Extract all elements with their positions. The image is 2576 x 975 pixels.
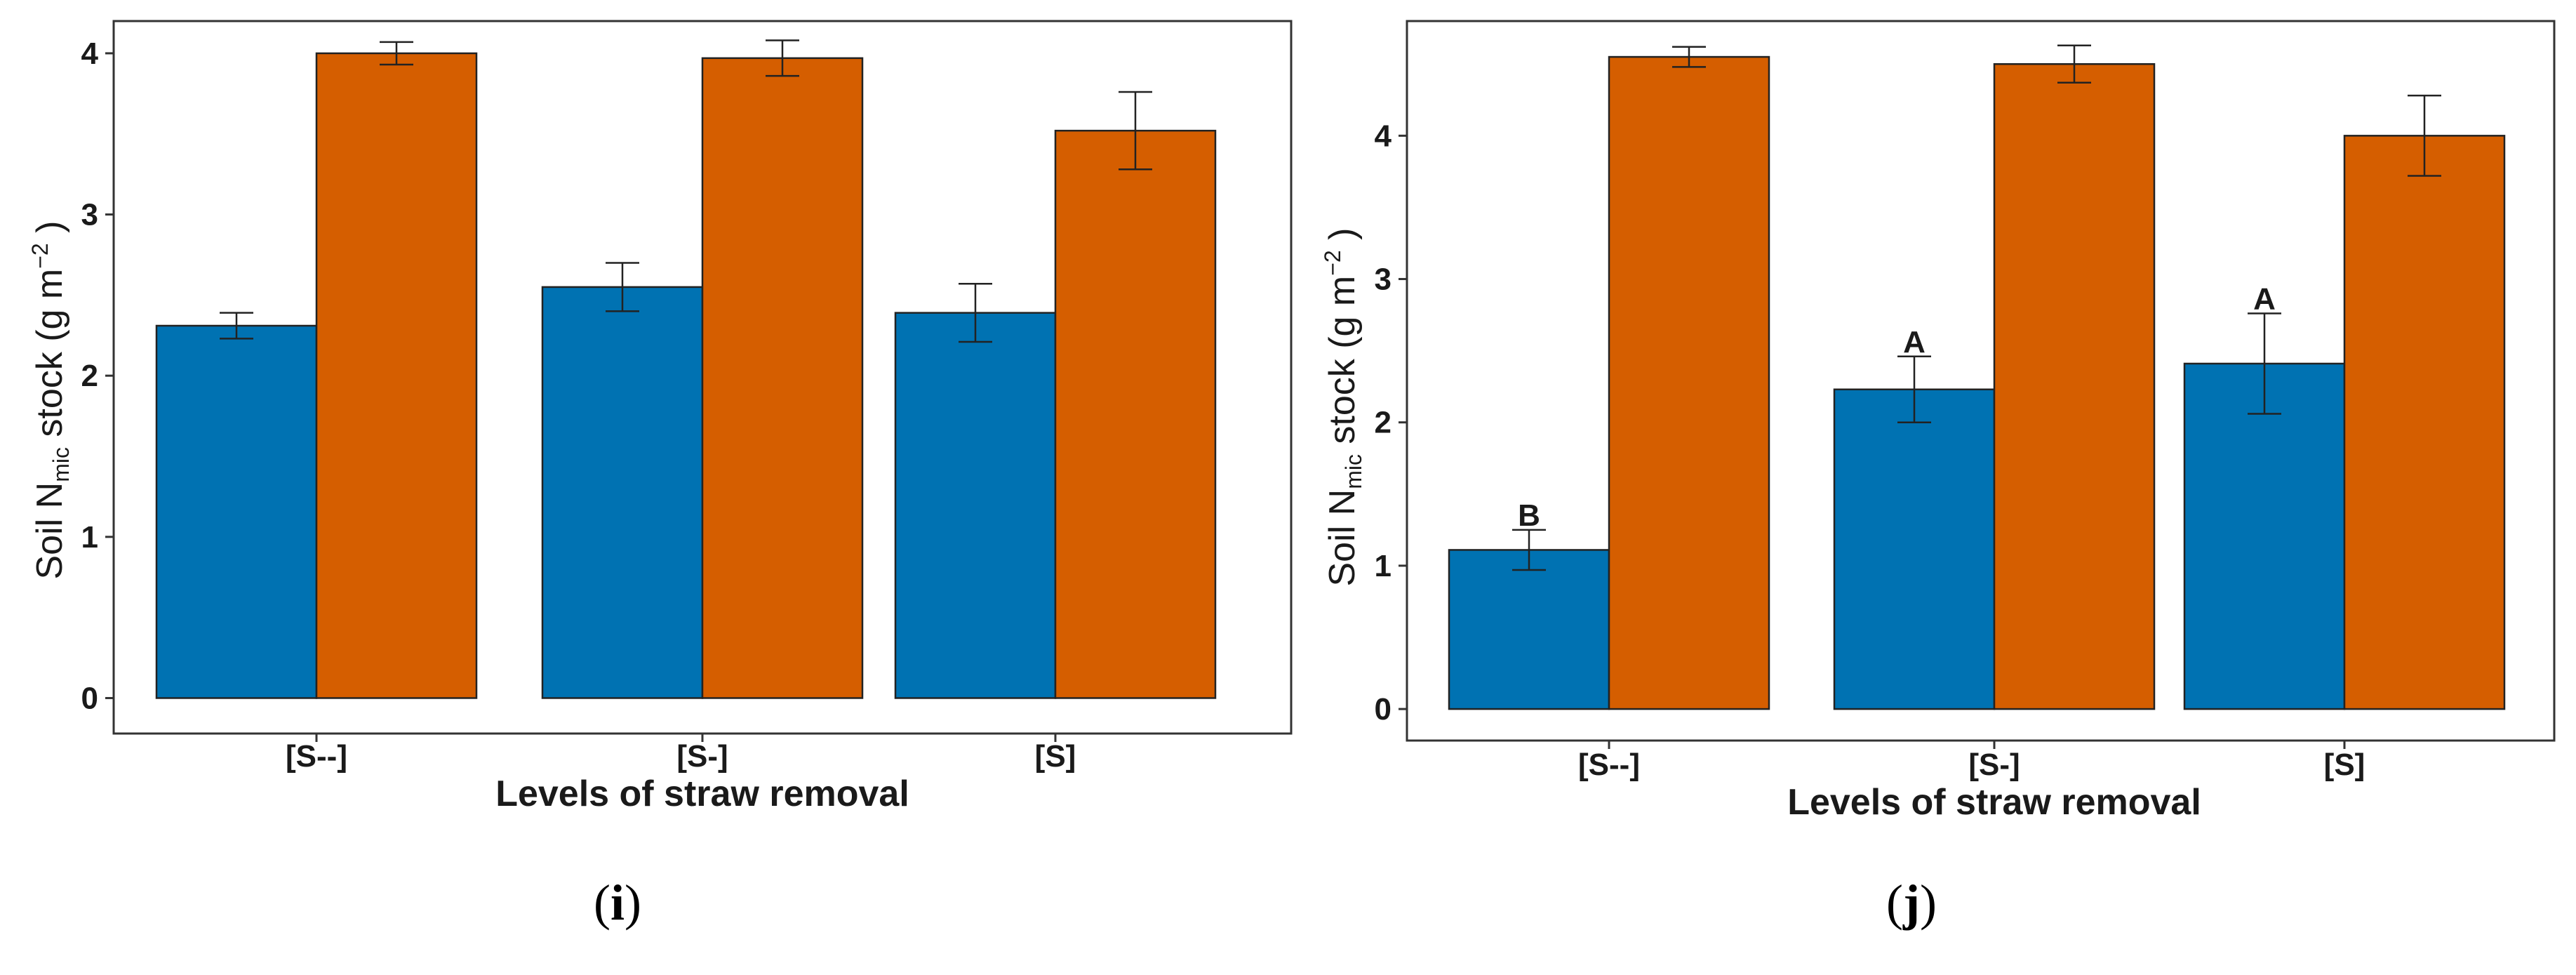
- error-bars: [220, 39, 1152, 343]
- significance-letter: A: [1903, 325, 1926, 359]
- bar: [2343, 135, 2506, 710]
- bar: [541, 286, 704, 699]
- x-tick-label: [S]: [2324, 748, 2365, 782]
- bar: [1608, 55, 1770, 710]
- bar: [1833, 388, 1996, 710]
- error-bar: [1897, 355, 1931, 423]
- bar: [2183, 362, 2346, 710]
- y-tick-label: 3: [1375, 263, 1392, 297]
- error-bar: [1119, 91, 1152, 171]
- error-bar: [2408, 94, 2441, 177]
- x-tick-label: [S--]: [286, 739, 347, 774]
- y-tick-label: 2: [81, 359, 98, 393]
- x-tick-label: [S-]: [676, 739, 728, 774]
- x-axis-label: Levels of straw removal: [1787, 782, 2201, 823]
- error-bar: [766, 39, 799, 77]
- y-tick-label: 2: [1375, 406, 1392, 440]
- y-tick-label: 1: [81, 520, 98, 555]
- bar: [315, 52, 478, 699]
- bar: [155, 324, 318, 699]
- y-axis-label: Soil Nmic stock (g m−2 ): [1320, 228, 1366, 587]
- error-bar: [220, 312, 253, 340]
- panel-label: (i): [594, 875, 641, 931]
- panel-i: Soil Nmic stock (g m−2 ) 0 1 2 3 4 [S--] [S-]…: [27, 20, 1293, 931]
- bar: [1993, 63, 2156, 710]
- bar: [1448, 549, 1610, 710]
- plot-border: [1406, 20, 2556, 742]
- x-tick-label: [S--]: [1578, 748, 1640, 782]
- y-tick-label: 0: [1375, 692, 1392, 727]
- significance-letter: B: [1518, 498, 1540, 533]
- error-bar: [1672, 46, 1706, 68]
- panel-j: Soil Nmic stock (g m−2 ) 0 1 2 3 4 B A A [S--]…: [1320, 20, 2556, 931]
- x-tick-label: [S-]: [1968, 748, 2020, 782]
- error-bar: [380, 41, 413, 66]
- bar: [701, 57, 864, 699]
- x-axis-label: Levels of straw removal: [495, 774, 909, 814]
- y-axis-label: Soil Nmic stock (g m−2 ): [27, 221, 74, 580]
- error-bar: [1512, 529, 1546, 571]
- error-bars: [1512, 44, 2441, 571]
- y-tick-label: 0: [81, 681, 98, 715]
- bars: [155, 52, 1217, 699]
- significance-letter: A: [2253, 282, 2276, 317]
- error-bar: [2248, 312, 2281, 415]
- y-tick-label: 4: [81, 37, 99, 71]
- error-bar: [2057, 44, 2091, 84]
- y-tick-label: 4: [1375, 119, 1392, 153]
- bar: [1054, 129, 1217, 699]
- panel-label: (j): [1886, 875, 1937, 931]
- y-tick-label: 1: [1375, 549, 1392, 583]
- error-bar: [606, 262, 639, 312]
- y-axis-ticks: 0 1 2 3 4: [81, 37, 114, 715]
- x-axis-ticks: [S--] [S-] [S]: [286, 734, 1076, 774]
- error-bar: [959, 283, 992, 343]
- x-tick-label: [S]: [1035, 739, 1076, 774]
- bar: [894, 312, 1057, 699]
- y-axis-ticks: 0 1 2 3 4: [1375, 119, 1407, 727]
- significance-letters: B A A: [1518, 282, 2276, 533]
- bars: [1448, 55, 2506, 710]
- x-axis-ticks: [S--] [S-] [S]: [1578, 741, 2365, 782]
- y-tick-label: 3: [81, 198, 98, 232]
